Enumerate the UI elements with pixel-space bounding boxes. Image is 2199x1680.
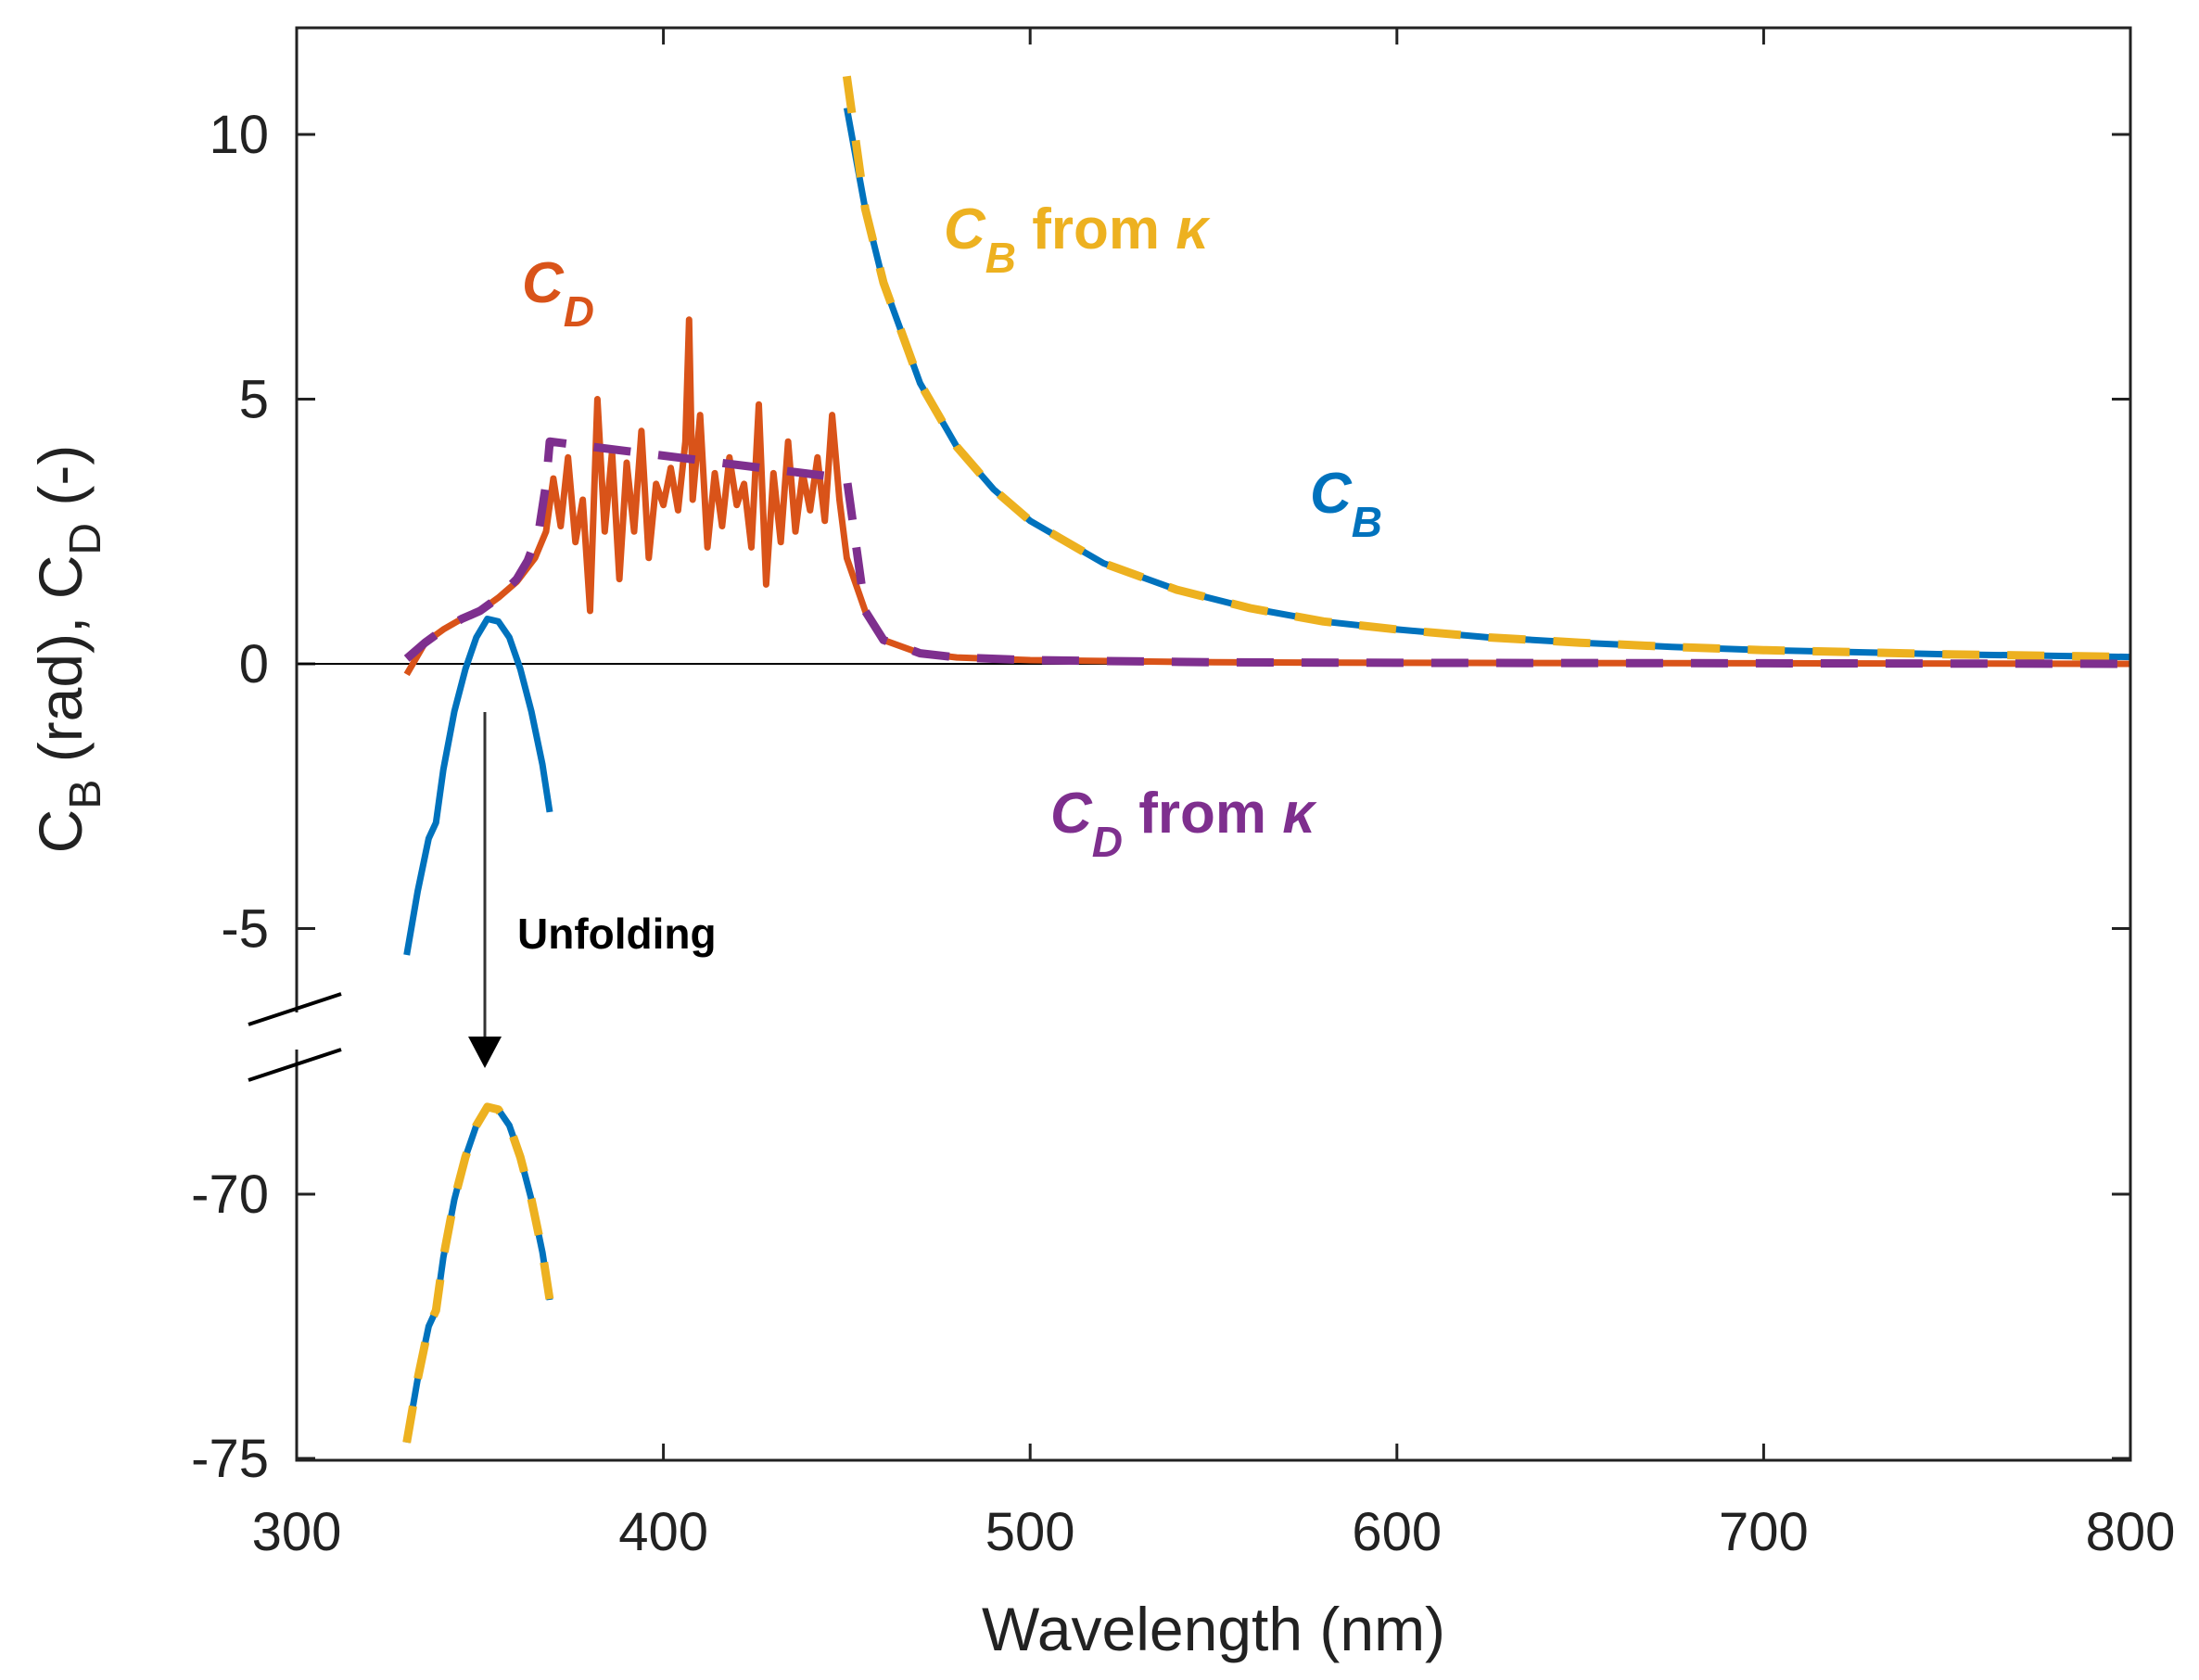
x-axis-label: Wavelength (nm) — [982, 1595, 1445, 1663]
x-tick-label: 400 — [618, 1502, 708, 1562]
y-tick-label: 0 — [239, 634, 269, 694]
x-tick-label: 600 — [1352, 1502, 1442, 1562]
y-axis-label: CB (rad), CD (-) — [26, 445, 110, 854]
series-line — [842, 75, 2131, 662]
x-tick-label: 700 — [1719, 1502, 1809, 1562]
series-line — [403, 316, 2131, 677]
annotation-unfolding: Unfolding — [517, 910, 717, 958]
y-tick-label: -75 — [191, 1429, 269, 1489]
x-tick-label: 500 — [985, 1502, 1075, 1562]
axis-break-gap — [278, 1012, 324, 1050]
x-tick-label: 300 — [252, 1502, 342, 1562]
series-line — [402, 1102, 554, 1444]
plot-background — [297, 28, 2130, 1460]
y-tick-label: -70 — [191, 1165, 269, 1225]
series-line — [403, 437, 2131, 668]
axis-break-mark — [248, 1048, 342, 1082]
plot-frame — [295, 26, 2132, 1462]
annotation-cd: CD — [522, 251, 594, 336]
unfolding-arrow-head — [468, 1037, 502, 1068]
y-tick-label: -5 — [221, 899, 269, 960]
y-tick-label: 5 — [239, 370, 269, 430]
annotation-cd-kappa: CD from κ — [1050, 782, 1317, 866]
y-tick-label: 10 — [209, 105, 269, 165]
x-tick-label: 800 — [2086, 1502, 2176, 1562]
annotation-cb: CB — [1310, 462, 1382, 546]
annotation-cb-kappa: CB from κ — [944, 197, 1211, 282]
axis-break-mark — [248, 992, 342, 1026]
series-line — [403, 616, 553, 956]
